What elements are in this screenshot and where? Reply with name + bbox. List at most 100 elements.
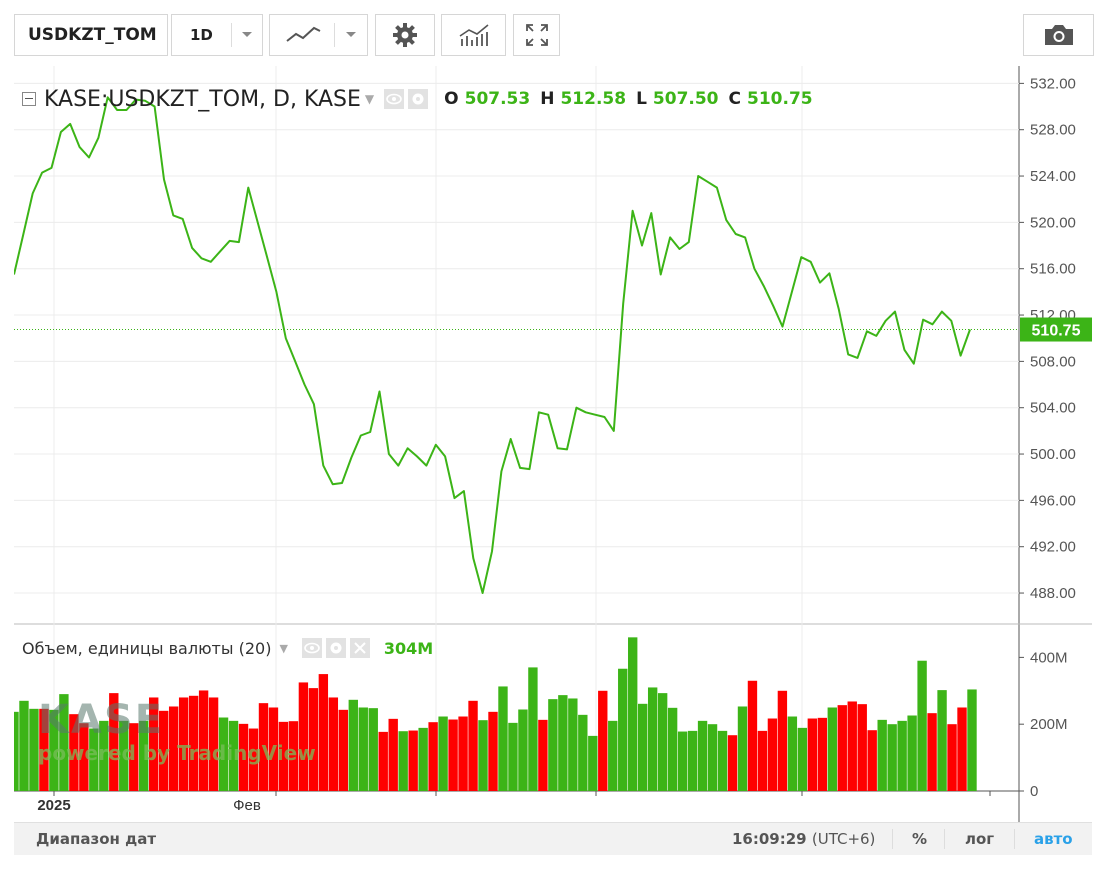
volume-bar: [877, 719, 887, 791]
price-tick-label: 532.00: [1030, 75, 1076, 92]
collapse-icon[interactable]: [22, 92, 36, 106]
price-tick-label: 504.00: [1030, 400, 1076, 417]
settings-button[interactable]: [375, 14, 435, 56]
volume-bar: [308, 688, 319, 791]
chart-type-button[interactable]: [269, 14, 368, 56]
snapshot-button[interactable]: [1023, 14, 1094, 56]
divider: [944, 829, 945, 849]
volume-bar: [897, 720, 907, 791]
indicators-button[interactable]: [441, 14, 506, 56]
chevron-down-icon[interactable]: [238, 25, 256, 43]
last-price-label: 510.75: [1032, 323, 1081, 340]
gear-icon[interactable]: [325, 638, 346, 658]
volume-bar: [89, 728, 99, 791]
log-toggle[interactable]: лог: [965, 830, 995, 848]
volume-tick-label: 200M: [1030, 716, 1068, 733]
volume-bar: [697, 720, 708, 791]
chevron-down-icon[interactable]: [342, 25, 360, 43]
volume-bar: [707, 724, 718, 791]
volume-bar: [59, 694, 69, 791]
divider: [231, 23, 232, 47]
open-label: O: [444, 89, 459, 109]
close-value: 510.75: [747, 89, 813, 109]
time-label-month: Фев: [233, 797, 261, 814]
volume-bar: [178, 697, 189, 791]
camera-icon: [1044, 25, 1073, 45]
chart-canvas[interactable]: 532.00528.00524.00520.00516.00512.00508.…: [14, 66, 1092, 822]
volume-bar: [198, 690, 209, 791]
volume-bar: [927, 713, 937, 791]
auto-scale-toggle[interactable]: авто: [1034, 830, 1073, 848]
volume-legend: Объем, единицы валюты (20) ▼ 304M: [22, 636, 433, 660]
volume-bar: [618, 668, 628, 791]
gear-icon: [393, 23, 417, 47]
toolbar: USDKZT_TOM 1D: [0, 0, 1106, 64]
fullscreen-button[interactable]: [513, 14, 560, 56]
divider: [334, 23, 335, 47]
volume-bar: [767, 718, 778, 791]
date-range-button[interactable]: Диапазон дат: [36, 830, 157, 848]
volume-bar: [348, 699, 358, 791]
percent-toggle[interactable]: %: [912, 830, 928, 848]
volume-bar: [757, 730, 768, 791]
volume-tick-label: 0: [1030, 783, 1038, 800]
volume-bar: [39, 708, 49, 791]
volume-value: 304M: [383, 638, 434, 658]
volume-bar: [358, 707, 368, 791]
volume-bar: [79, 723, 89, 791]
indicators-icon: [459, 24, 489, 46]
resolution-button[interactable]: 1D: [171, 14, 263, 56]
series-title: KASE:USDKZT_TOM, D, KASE: [44, 86, 361, 112]
volume-bar: [787, 716, 798, 791]
volume-bar: [478, 720, 488, 791]
volume-bar: [378, 731, 388, 791]
open-value: 507.53: [464, 89, 531, 109]
volume-bar: [238, 723, 249, 791]
close-icon[interactable]: [349, 638, 370, 658]
high-value: 512.58: [560, 89, 627, 109]
volume-bar: [588, 735, 598, 791]
price-tick-label: 528.00: [1030, 122, 1076, 139]
volume-bar: [777, 690, 788, 791]
ohlc-values: O 507.53 H 512.58 L 507.50 C 510.75: [444, 89, 816, 109]
resolution-label: 1D: [190, 26, 213, 44]
volume-bar: [827, 707, 837, 791]
volume-bar: [14, 711, 19, 791]
price-tick-label: 488.00: [1030, 585, 1076, 602]
volume-bar: [109, 693, 119, 791]
close-label: C: [728, 89, 741, 109]
eye-icon[interactable]: [301, 638, 322, 658]
volume-bar: [158, 710, 169, 791]
volume-bar: [608, 720, 618, 791]
time-value: 16:09:29: [732, 830, 807, 848]
volume-bar: [508, 722, 518, 791]
chevron-down-icon[interactable]: ▼: [364, 92, 375, 106]
volume-bar: [857, 704, 867, 791]
volume-bar: [188, 695, 199, 791]
volume-bar: [428, 722, 438, 791]
volume-bar: [637, 703, 648, 791]
volume-bar: [298, 682, 309, 791]
volume-bar: [448, 719, 458, 791]
bottom-bar: Диапазон дат 16:09:29 (UTC+6) % лог авто: [14, 822, 1092, 855]
volume-bar: [947, 724, 957, 791]
volume-bar: [139, 720, 149, 791]
volume-bar: [99, 720, 109, 791]
gear-icon[interactable]: [408, 89, 429, 109]
volume-bar: [558, 695, 568, 791]
volume-bar: [887, 724, 897, 791]
volume-bar: [647, 687, 658, 791]
volume-bar: [488, 711, 498, 791]
volume-bar: [168, 706, 179, 791]
chevron-down-icon[interactable]: ▼: [279, 641, 288, 655]
main-series-legend: KASE:USDKZT_TOM, D, KASE ▼ O 507.53 H 51…: [22, 84, 817, 114]
volume-bar: [418, 727, 428, 791]
volume-bar: [837, 705, 847, 791]
volume-bar: [727, 735, 738, 791]
volume-bar: [817, 717, 828, 791]
volume-bar: [937, 690, 947, 791]
volume-bar: [568, 698, 578, 791]
volume-bar: [458, 716, 468, 791]
eye-icon[interactable]: [384, 89, 405, 109]
symbol-search-button[interactable]: USDKZT_TOM: [14, 14, 168, 56]
